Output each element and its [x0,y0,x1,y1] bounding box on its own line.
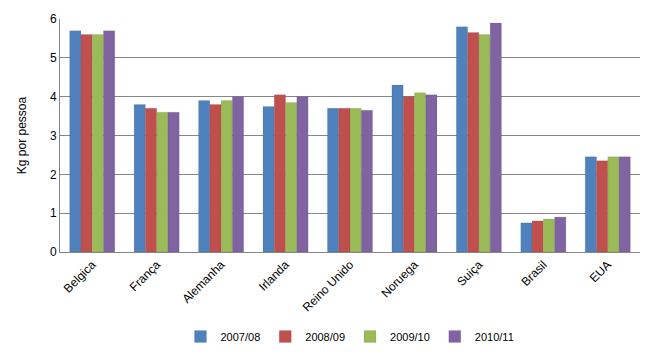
svg-text:França: França [127,258,164,295]
svg-text:Kg por pessoa: Kg por pessoa [15,96,29,174]
svg-text:Noruega: Noruega [378,258,421,301]
svg-text:0: 0 [50,245,57,259]
svg-text:Brasil: Brasil [519,258,550,289]
svg-text:5: 5 [50,51,57,65]
svg-text:Suiça: Suiça [454,258,485,289]
svg-text:2: 2 [50,168,57,182]
svg-text:Belgica: Belgica [61,258,99,296]
svg-text:Irlanda: Irlanda [256,258,292,294]
svg-text:1: 1 [50,206,57,220]
svg-text:2008/09: 2008/09 [305,331,345,343]
svg-text:2010/11: 2010/11 [475,331,514,343]
svg-text:3: 3 [50,129,57,143]
svg-text:EUA: EUA [587,258,614,285]
svg-text:2007/08: 2007/08 [221,331,261,343]
svg-text:6: 6 [50,12,57,26]
svg-text:4: 4 [50,90,57,104]
svg-text:Alemanha: Alemanha [179,258,227,306]
svg-text:2009/10: 2009/10 [390,331,430,343]
svg-text:Reino Unido: Reino Unido [300,258,357,315]
